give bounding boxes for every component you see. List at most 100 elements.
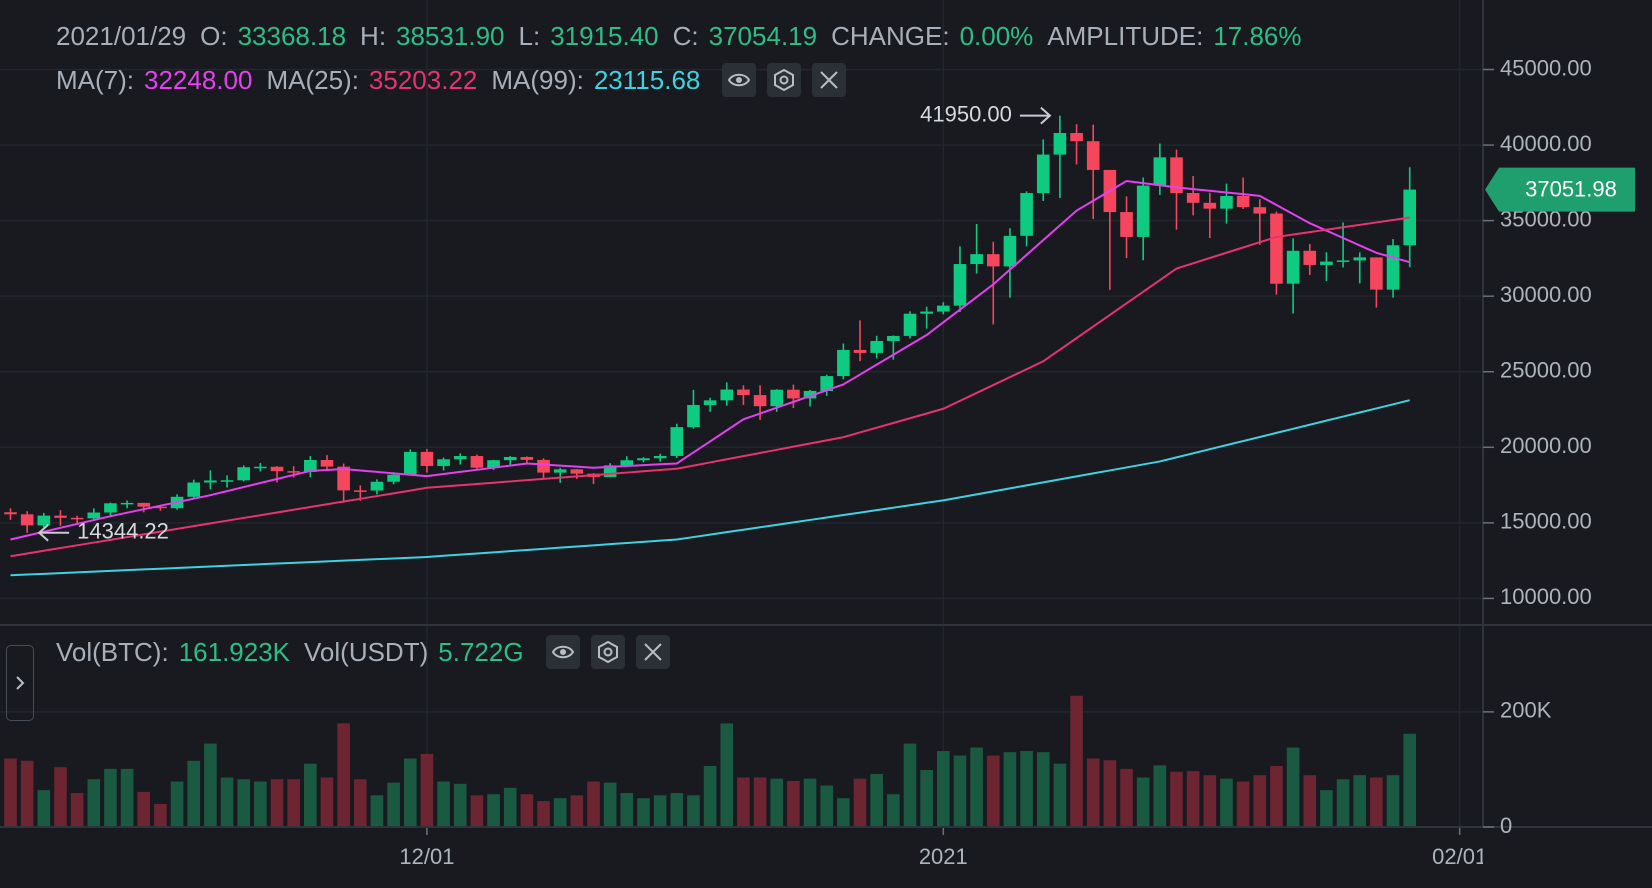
candle-body xyxy=(1403,189,1417,246)
candle-body xyxy=(1070,133,1083,142)
plot-area: 12/01 2021 02/01 41950.00 14344.22 xyxy=(4,101,1483,869)
candle-body xyxy=(154,506,167,509)
volume-bar xyxy=(653,795,667,827)
volume-bar xyxy=(1053,763,1067,827)
volume-bar xyxy=(387,782,400,827)
volume-bar xyxy=(1086,758,1100,827)
volume-bar xyxy=(903,743,917,827)
candle-body xyxy=(320,459,334,467)
candle-body xyxy=(1120,212,1133,237)
volume-bar xyxy=(237,779,250,827)
y-tick-label: 200K xyxy=(1500,698,1552,723)
volume-bar xyxy=(1236,781,1250,827)
candle-body xyxy=(1086,141,1100,170)
volume-bar xyxy=(1036,752,1050,827)
candle-body xyxy=(870,340,883,353)
candle-body xyxy=(353,490,367,492)
settings-button[interactable] xyxy=(590,635,625,669)
candle-body xyxy=(1303,250,1317,265)
annotation-arrow xyxy=(37,524,70,542)
candle-body xyxy=(837,349,850,377)
volume-bar xyxy=(553,798,567,827)
candle-body xyxy=(937,305,950,312)
volume-bar xyxy=(1220,778,1233,827)
volume-bar xyxy=(1120,768,1133,827)
candle-body xyxy=(653,455,667,459)
volume-bar xyxy=(970,747,983,827)
field-label: O: xyxy=(200,20,228,51)
candle-body xyxy=(1286,250,1300,284)
candle-body xyxy=(903,313,917,336)
volume-bar xyxy=(1370,777,1383,827)
eye-button[interactable] xyxy=(545,635,580,669)
eye-button[interactable] xyxy=(722,63,757,97)
close-button[interactable] xyxy=(812,63,847,97)
volume-bar xyxy=(420,753,434,827)
volume-bar xyxy=(337,723,350,827)
collapse-tab[interactable] xyxy=(6,645,34,721)
candle-body xyxy=(54,515,67,518)
volume-bar xyxy=(1103,760,1117,827)
candle-body xyxy=(403,451,417,475)
volume-bar xyxy=(1070,695,1083,827)
volume-bar xyxy=(853,778,867,827)
volume-bar xyxy=(737,777,750,827)
candle-body xyxy=(970,254,983,265)
y-tick-label: 30000.00 xyxy=(1500,282,1592,307)
volume-bar xyxy=(687,795,700,827)
candle-body xyxy=(237,467,250,481)
candle-body xyxy=(1203,202,1217,209)
volume-bar xyxy=(1303,775,1317,827)
field-value: 17.86% xyxy=(1213,20,1302,51)
candle-body xyxy=(670,427,684,456)
legend-value: 32248.00 xyxy=(144,64,253,95)
legend-label: MA(99): xyxy=(491,64,584,95)
candle-body xyxy=(87,512,101,519)
volume-bar xyxy=(953,755,967,827)
volume-bar xyxy=(437,781,450,827)
volume-bar xyxy=(1336,779,1350,827)
field-label: H: xyxy=(360,20,387,51)
volume-bar xyxy=(254,781,267,827)
candle-body xyxy=(220,480,234,482)
y-tick-label: 0 xyxy=(1500,813,1512,838)
candle-body xyxy=(953,264,967,306)
volume-bar xyxy=(620,793,634,827)
volume-bar xyxy=(70,793,84,827)
y-tick-label: 15000.00 xyxy=(1500,509,1592,534)
volume-bar xyxy=(587,781,600,827)
volume-bar xyxy=(986,755,1000,827)
volume-bar xyxy=(1003,752,1017,827)
candle-body xyxy=(104,503,117,513)
candle-body xyxy=(1020,193,1033,236)
volume-bar xyxy=(270,779,284,827)
volume-bar xyxy=(870,774,883,827)
volume-bar xyxy=(753,777,767,827)
candle-body xyxy=(270,466,284,472)
legend-value: 23115.68 xyxy=(593,64,701,95)
candle-body xyxy=(453,456,467,460)
candle-body xyxy=(853,349,867,353)
candle-body xyxy=(20,514,34,526)
candle-body xyxy=(703,400,717,406)
volume-bar xyxy=(120,768,134,827)
volume-bar xyxy=(820,785,834,827)
volume-bar xyxy=(637,798,650,827)
settings-button[interactable] xyxy=(767,63,802,97)
candle-body xyxy=(770,389,784,407)
low-label: 14344.22 xyxy=(77,519,169,544)
volume-bar xyxy=(803,778,817,827)
candle-body xyxy=(70,517,84,520)
candle-body xyxy=(470,456,484,468)
candle-body xyxy=(553,469,567,473)
volume-header: Vol(BTC): 161.923K Vol(USDT) 5.722G xyxy=(56,632,681,672)
volume-bar xyxy=(204,743,217,827)
candle-body xyxy=(1170,157,1183,194)
candle-body xyxy=(1386,245,1400,290)
y-tick-label: 45000.00 xyxy=(1500,55,1592,80)
close-button[interactable] xyxy=(635,635,670,669)
volume-bar xyxy=(37,790,51,827)
x-tick-label: 2021 xyxy=(919,844,968,869)
